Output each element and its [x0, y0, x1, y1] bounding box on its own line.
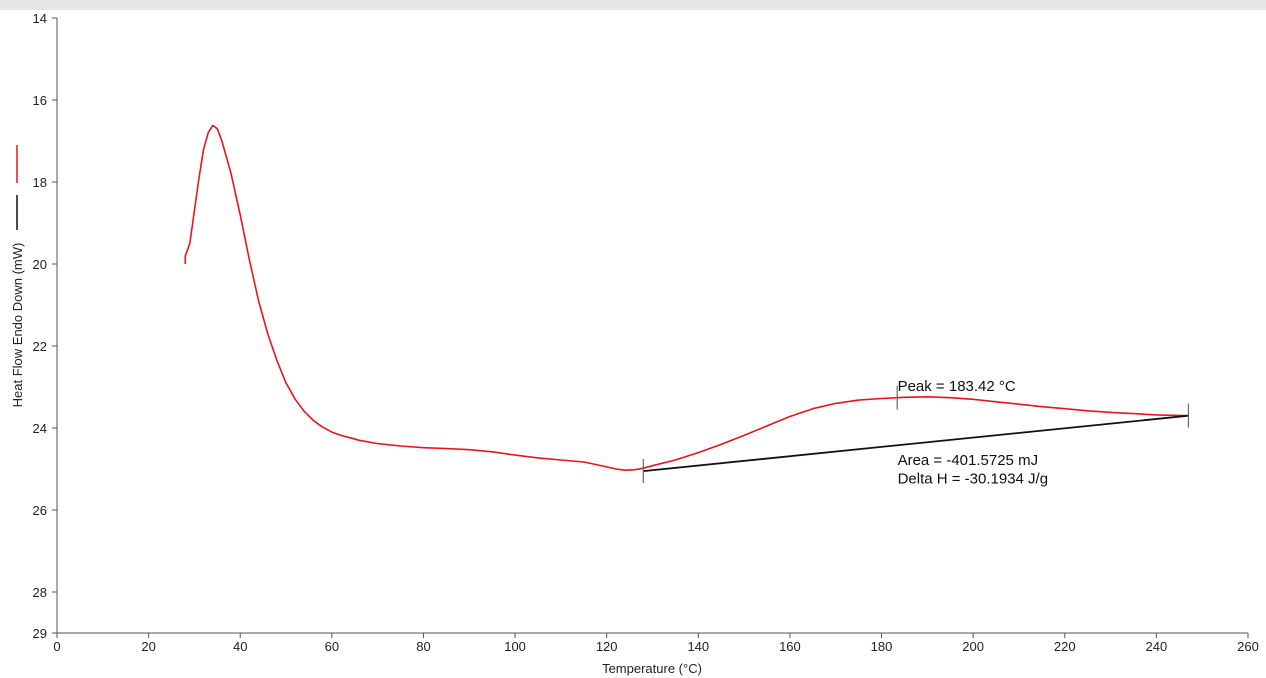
- y-tick-label: 29: [33, 626, 47, 641]
- heat-flow-curve: [184, 124, 1189, 471]
- x-tick-label: 220: [1054, 639, 1076, 654]
- y-tick-label: 18: [33, 175, 47, 190]
- axes: 0 20 40 60 80 100 120 140 160 180 200 220 240 260 14 16…: [33, 11, 1259, 654]
- plot-area: [184, 124, 1190, 484]
- x-tick-label: 180: [871, 639, 893, 654]
- x-tick-label: 140: [687, 639, 709, 654]
- y-tick-label: 14: [33, 11, 47, 26]
- y-axis-title: Heat Flow Endo Down (mW): [10, 243, 25, 408]
- x-tick-label: 0: [53, 639, 60, 654]
- top-banner: [0, 0, 1266, 10]
- x-tick-label: 260: [1237, 639, 1259, 654]
- x-tick-label: 80: [416, 639, 430, 654]
- x-tick-label: 60: [325, 639, 339, 654]
- y-tick-label: 24: [33, 421, 47, 436]
- y-tick-label: 28: [33, 585, 47, 600]
- x-tick-label: 120: [596, 639, 618, 654]
- y-tick-label: 26: [33, 503, 47, 518]
- x-tick-label: 240: [1146, 639, 1168, 654]
- annotation-label: Area = -401.5725 mJ: [898, 452, 1039, 469]
- x-tick-label: 100: [504, 639, 526, 654]
- x-tick-label: 20: [141, 639, 155, 654]
- annotations: Peak = 183.42 °C Area = -401.5725 mJDelta…: [898, 378, 1049, 487]
- x-axis-title: Temperature (°C): [602, 661, 702, 676]
- x-tick-label: 160: [779, 639, 801, 654]
- baseline-line: [643, 414, 1189, 472]
- y-tick-label: 22: [33, 339, 47, 354]
- y-tick-label: 20: [33, 257, 47, 272]
- x-tick-label: 200: [962, 639, 984, 654]
- x-tick-label: 40: [233, 639, 247, 654]
- annotation-label: Peak = 183.42 °C: [898, 378, 1016, 395]
- y-tick-label: 16: [33, 93, 47, 108]
- annotation-label: Delta H = -30.1934 J/g: [898, 470, 1049, 487]
